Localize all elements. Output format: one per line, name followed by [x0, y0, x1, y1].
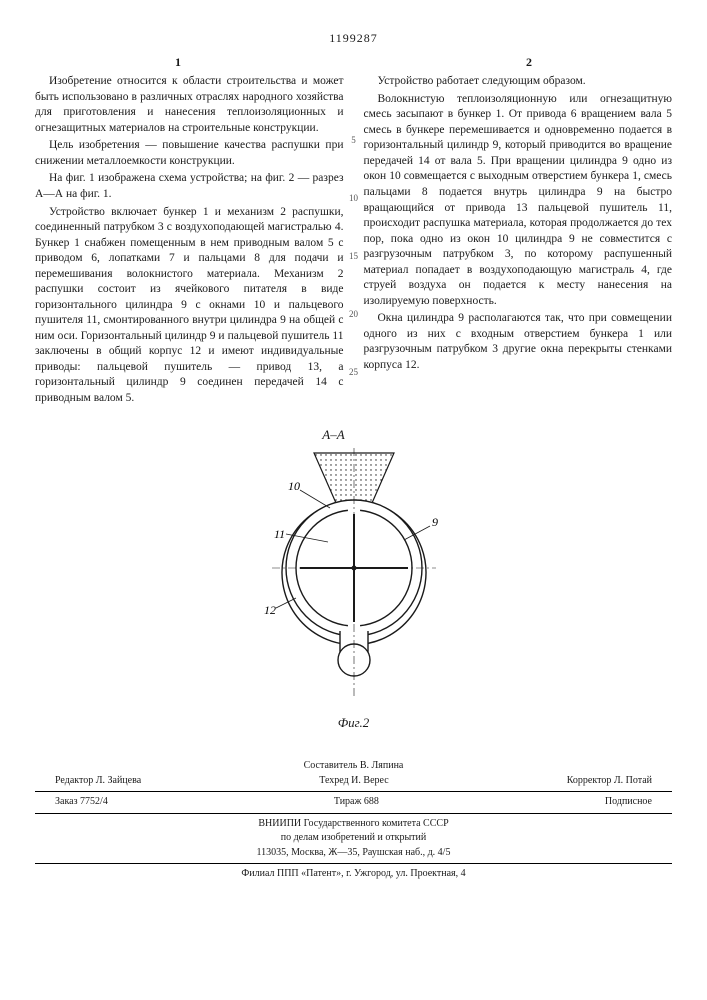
footer-row-1: Редактор Л. Зайцева Техред И. Верес Корр…: [35, 774, 672, 789]
fig-label-12: 12: [264, 603, 276, 617]
col-label-right: 2: [526, 54, 532, 70]
corrector: Корректор Л. Потай: [567, 774, 652, 789]
compiler-line: Составитель В. Ляпина: [35, 759, 672, 774]
paragraph: Окна цилиндра 9 располагаются так, что п…: [364, 311, 673, 373]
patent-page: 1199287 1 2 5 10 15 20 25 Изобретение от…: [0, 0, 707, 1000]
order-number: Заказ 7752/4: [55, 795, 108, 810]
fig-label-10: 10: [288, 479, 300, 493]
address-1: 113035, Москва, Ж—35, Раушская наб., д. …: [35, 846, 672, 861]
column-headers: 1 2: [35, 54, 672, 70]
line-marker: 20: [349, 308, 358, 320]
col-label-left: 1: [175, 54, 181, 70]
fig-label-11: 11: [274, 527, 285, 541]
tech-editor: Техред И. Верес: [319, 774, 388, 789]
diagram-svg: 10 11 12 9: [244, 448, 464, 708]
footer-rule: [35, 813, 672, 814]
line-marker: 5: [351, 134, 356, 146]
org-line-2: по делам изобретений и открытий: [35, 831, 672, 846]
paragraph: Волокнистую теплоизоляционную или огнеза…: [364, 92, 673, 309]
fig-label-9: 9: [432, 515, 438, 529]
footer-rule: [35, 791, 672, 792]
imprint-footer: Составитель В. Ляпина Редактор Л. Зайцев…: [35, 759, 672, 882]
subscription: Подписное: [605, 795, 652, 810]
section-label: А–А: [35, 426, 672, 444]
paragraph: Цель изобретения — повышение качества ра…: [35, 138, 344, 169]
tirage: Тираж 688: [334, 795, 379, 810]
right-column: Устройство работает следующим образом. В…: [364, 74, 673, 408]
address-2: Филиал ППП «Патент», г. Ужгород, ул. Про…: [35, 867, 672, 882]
org-line-1: ВНИИПИ Государственного комитета СССР: [35, 817, 672, 832]
figure-caption: Фиг.2: [35, 714, 672, 732]
text-block: 5 10 15 20 25 Изобретение относится к об…: [35, 74, 672, 408]
paragraph: Устройство работает следующим образом.: [364, 74, 673, 90]
line-marker: 10: [349, 192, 358, 204]
editor: Редактор Л. Зайцева: [55, 774, 141, 789]
footer-rule: [35, 863, 672, 864]
line-marker: 25: [349, 366, 358, 378]
paragraph: Устройство включает бункер 1 и механизм …: [35, 205, 344, 407]
document-number: 1199287: [35, 30, 672, 46]
paragraph: Изобретение относится к области строител…: [35, 74, 344, 136]
two-column-body: Изобретение относится к области строител…: [35, 74, 672, 408]
footer-row-2: Заказ 7752/4 Тираж 688 Подписное: [35, 795, 672, 810]
figure-2: А–А: [35, 426, 672, 731]
paragraph: На фиг. 1 изображена схема устройства; н…: [35, 171, 344, 202]
line-marker: 15: [349, 250, 358, 262]
left-column: Изобретение относится к области строител…: [35, 74, 344, 408]
